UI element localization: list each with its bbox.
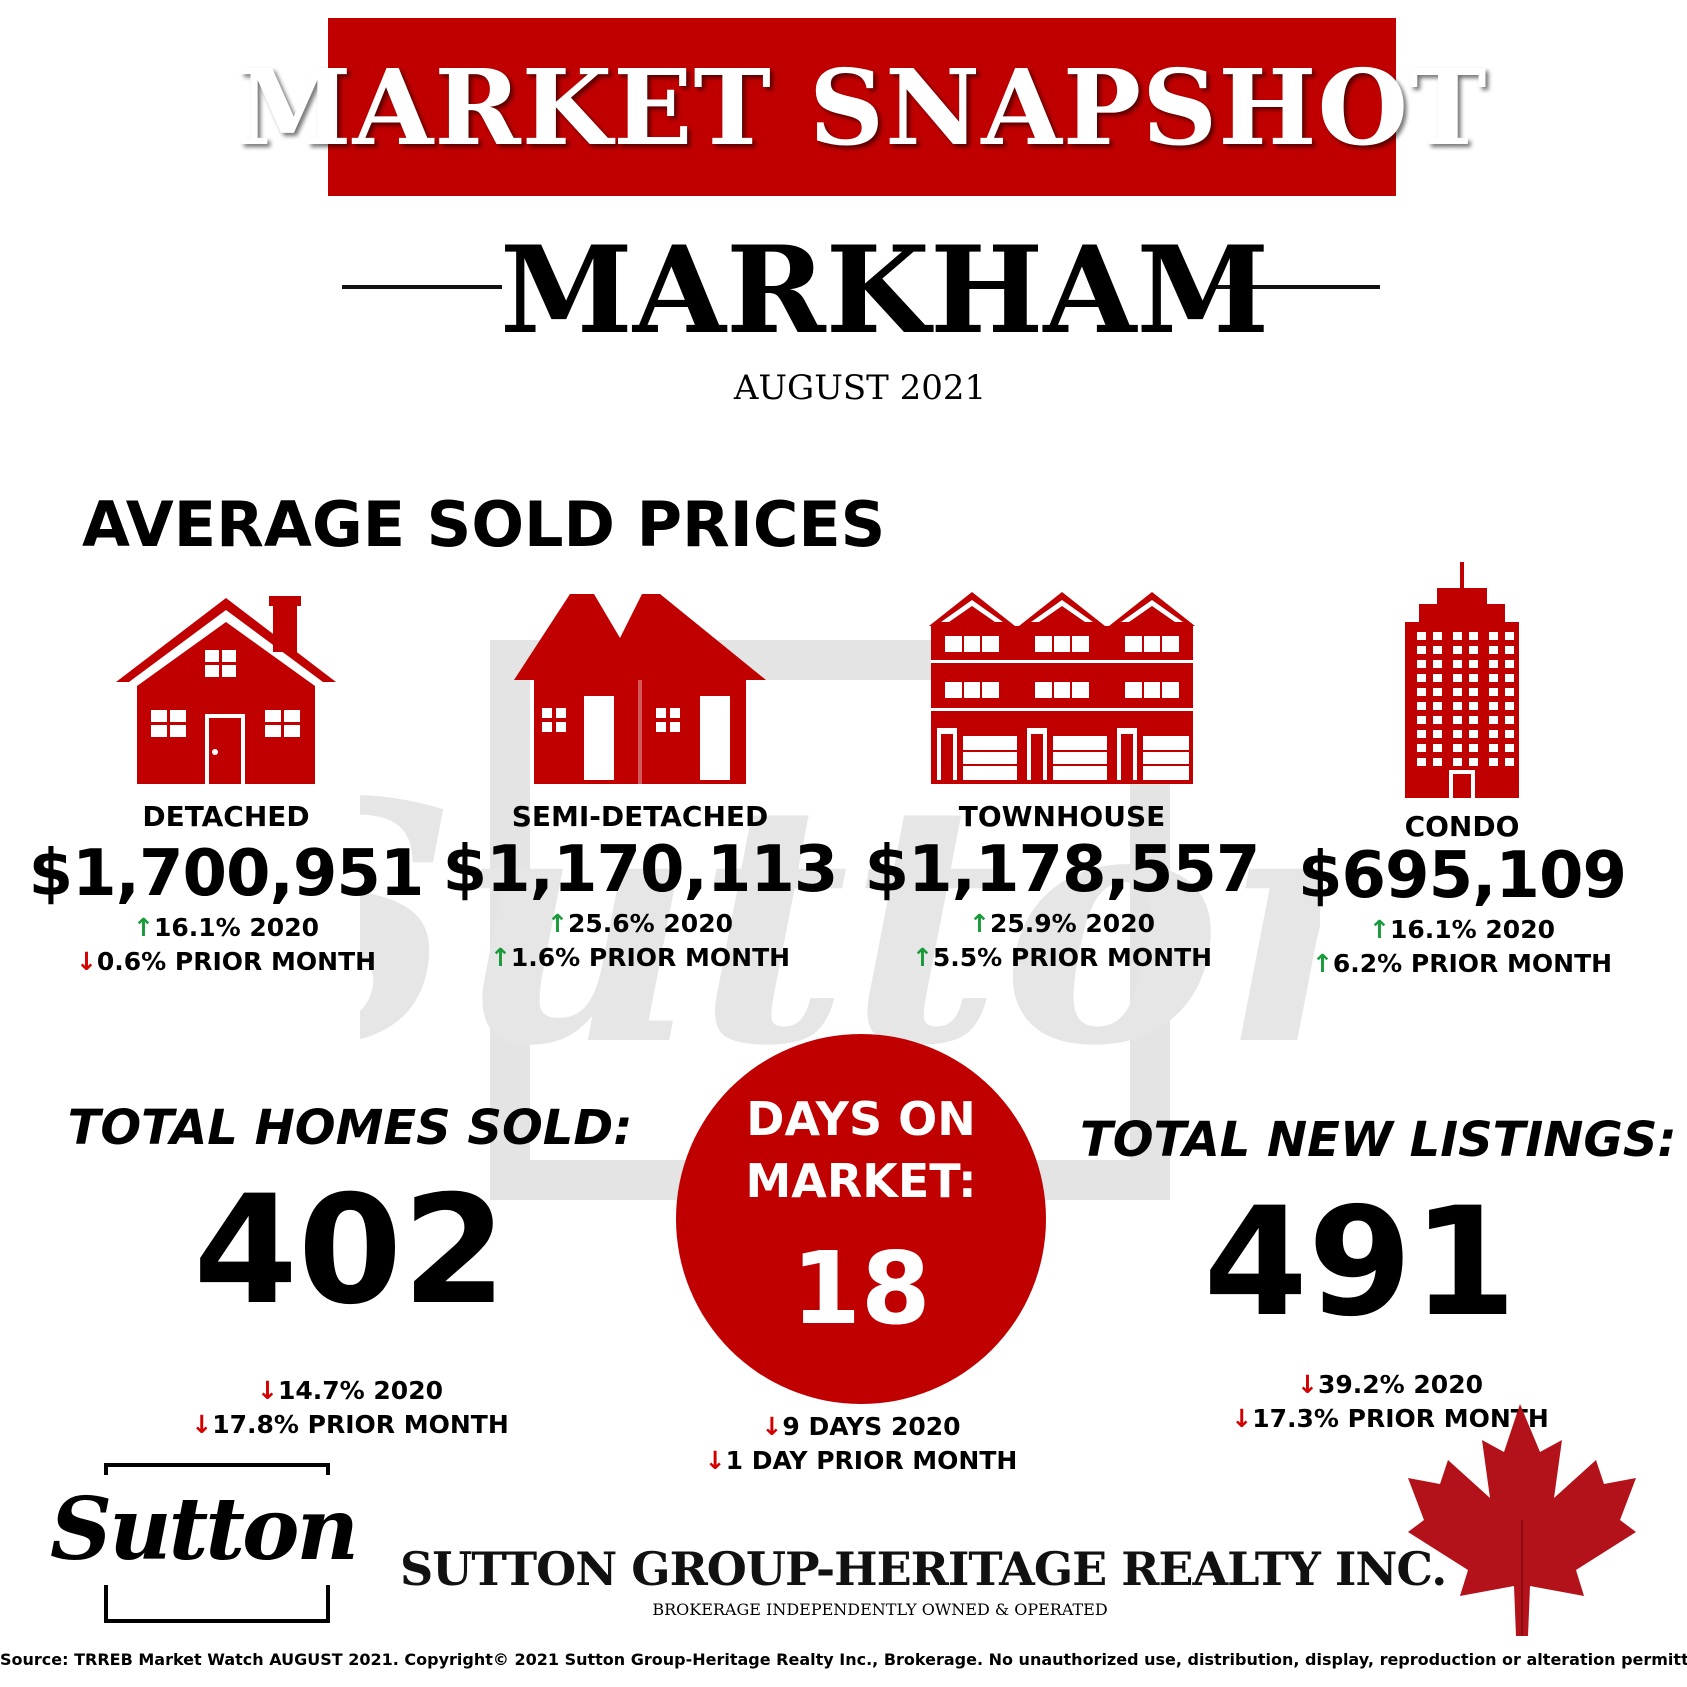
change-vs-prior-month: ↑6.2% PRIOR MONTH — [1311, 949, 1613, 978]
down-arrow-icon: ↓ — [1231, 1404, 1253, 1433]
up-arrow-icon: ↑ — [547, 909, 568, 938]
up-arrow-icon: ↑ — [1311, 949, 1333, 978]
down-arrow-icon: ↓ — [75, 947, 97, 976]
page-title: MARKET SNAPSHOT — [236, 45, 1488, 169]
change-vs-2020: ↑25.9% 2020 — [969, 909, 1155, 938]
brokerage-tagline: BROKERAGE INDEPENDENTLY OWNED & OPERATED — [652, 1600, 1108, 1619]
detached-house-icon — [116, 596, 336, 784]
detached-column: DETACHED $1,700,951 ↑16.1% 2020 ↓0.6% PR… — [26, 590, 426, 979]
title-rule-left — [342, 285, 502, 289]
homes-sold-block: TOTAL HOMES SOLD: 402 ↓14.7% 2020 ↓17.8%… — [60, 1100, 640, 1442]
days-on-market-changes: ↓9 DAYS 2020 ↓1 DAY PRIOR MONTH — [661, 1410, 1061, 1478]
townhouse-icon — [929, 592, 1195, 784]
up-arrow-icon: ↑ — [911, 943, 933, 972]
property-type-label: TOWNHOUSE — [958, 800, 1166, 833]
change-vs-2020: ↑16.1% 2020 — [133, 913, 319, 942]
average-price: $695,109 — [1297, 839, 1627, 913]
change-vs-prior-month: ↑1.6% PRIOR MONTH — [489, 943, 791, 972]
property-type-label: SEMI-DETACHED — [511, 800, 769, 833]
title-rule-right — [1216, 285, 1380, 289]
report-date: AUGUST 2021 — [733, 368, 987, 408]
change-vs-2020: ↑16.1% 2020 — [1369, 915, 1555, 944]
condo-column: CONDO $695,109 ↑16.1% 2020 ↑6.2% PRIOR M… — [1262, 562, 1662, 981]
average-price: $1,700,951 — [28, 837, 425, 911]
average-sold-prices-heading: AVERAGE SOLD PRICES — [82, 488, 886, 561]
property-type-label: CONDO — [1404, 810, 1520, 843]
up-arrow-icon: ↑ — [969, 909, 990, 938]
change-vs-prior-month: ↑5.5% PRIOR MONTH — [911, 943, 1213, 972]
new-listings-heading: TOTAL NEW LISTINGS: — [1080, 1112, 1677, 1168]
change-vs-2020: ↑25.6% 2020 — [547, 909, 733, 938]
logo-text: Sutton — [46, 1475, 360, 1585]
new-listings-value: 491 — [1203, 1176, 1517, 1350]
up-arrow-icon: ↑ — [489, 943, 511, 972]
down-arrow-icon: ↓ — [1297, 1370, 1318, 1399]
up-arrow-icon: ↑ — [1369, 915, 1390, 944]
up-arrow-icon: ↑ — [133, 913, 154, 942]
condo-tower-icon — [1405, 562, 1519, 798]
days-on-market-heading: DAYS ON MARKET: — [745, 1092, 977, 1208]
average-price: $1,170,113 — [442, 833, 839, 907]
change-vs-prior-month: ↓17.8% PRIOR MONTH — [191, 1410, 509, 1439]
days-on-market-circle: DAYS ON MARKET: 18 — [676, 1034, 1046, 1404]
new-listings-changes: ↓39.2% 2020 ↓17.3% PRIOR MONTH — [1180, 1368, 1600, 1436]
down-arrow-icon: ↓ — [761, 1412, 783, 1441]
semi-detached-column: SEMI-DETACHED $1,170,113 ↑25.6% 2020 ↑1.… — [440, 590, 840, 975]
maple-leaf-icon — [1408, 1404, 1636, 1636]
homes-sold-value: 402 — [193, 1164, 507, 1338]
property-type-label: DETACHED — [142, 800, 310, 833]
down-arrow-icon: ↓ — [257, 1376, 278, 1405]
semi-detached-house-icon — [514, 594, 766, 784]
change-vs-2020: ↓14.7% 2020 — [257, 1376, 443, 1405]
brokerage-name: SUTTON GROUP-HERITAGE REALTY INC. — [400, 1542, 1447, 1596]
down-arrow-icon: ↓ — [704, 1446, 726, 1475]
change-vs-2020: ↓39.2% 2020 — [1297, 1370, 1483, 1399]
change-vs-2020: ↓9 DAYS 2020 — [761, 1412, 961, 1441]
city-title: MARKHAM — [500, 220, 1270, 361]
new-listings-block: TOTAL NEW LISTINGS: 491 — [1080, 1112, 1677, 1350]
change-vs-prior-month: ↓17.3% PRIOR MONTH — [1231, 1404, 1549, 1433]
down-arrow-icon: ↓ — [191, 1410, 213, 1439]
days-on-market-value: 18 — [791, 1230, 931, 1347]
townhouse-column: TOWNHOUSE $1,178,557 ↑25.9% 2020 ↑5.5% P… — [862, 590, 1262, 975]
change-vs-prior-month: ↓0.6% PRIOR MONTH — [75, 947, 377, 976]
average-price: $1,178,557 — [864, 833, 1261, 907]
sutton-logo: Sutton — [46, 1455, 360, 1625]
change-vs-prior-month: ↓1 DAY PRIOR MONTH — [704, 1446, 1018, 1475]
homes-sold-heading: TOTAL HOMES SOLD: — [67, 1100, 633, 1156]
source-note: Source: TRREB Market Watch AUGUST 2021. … — [0, 1650, 1687, 1669]
title-banner: MARKET SNAPSHOT — [237, 18, 1486, 196]
